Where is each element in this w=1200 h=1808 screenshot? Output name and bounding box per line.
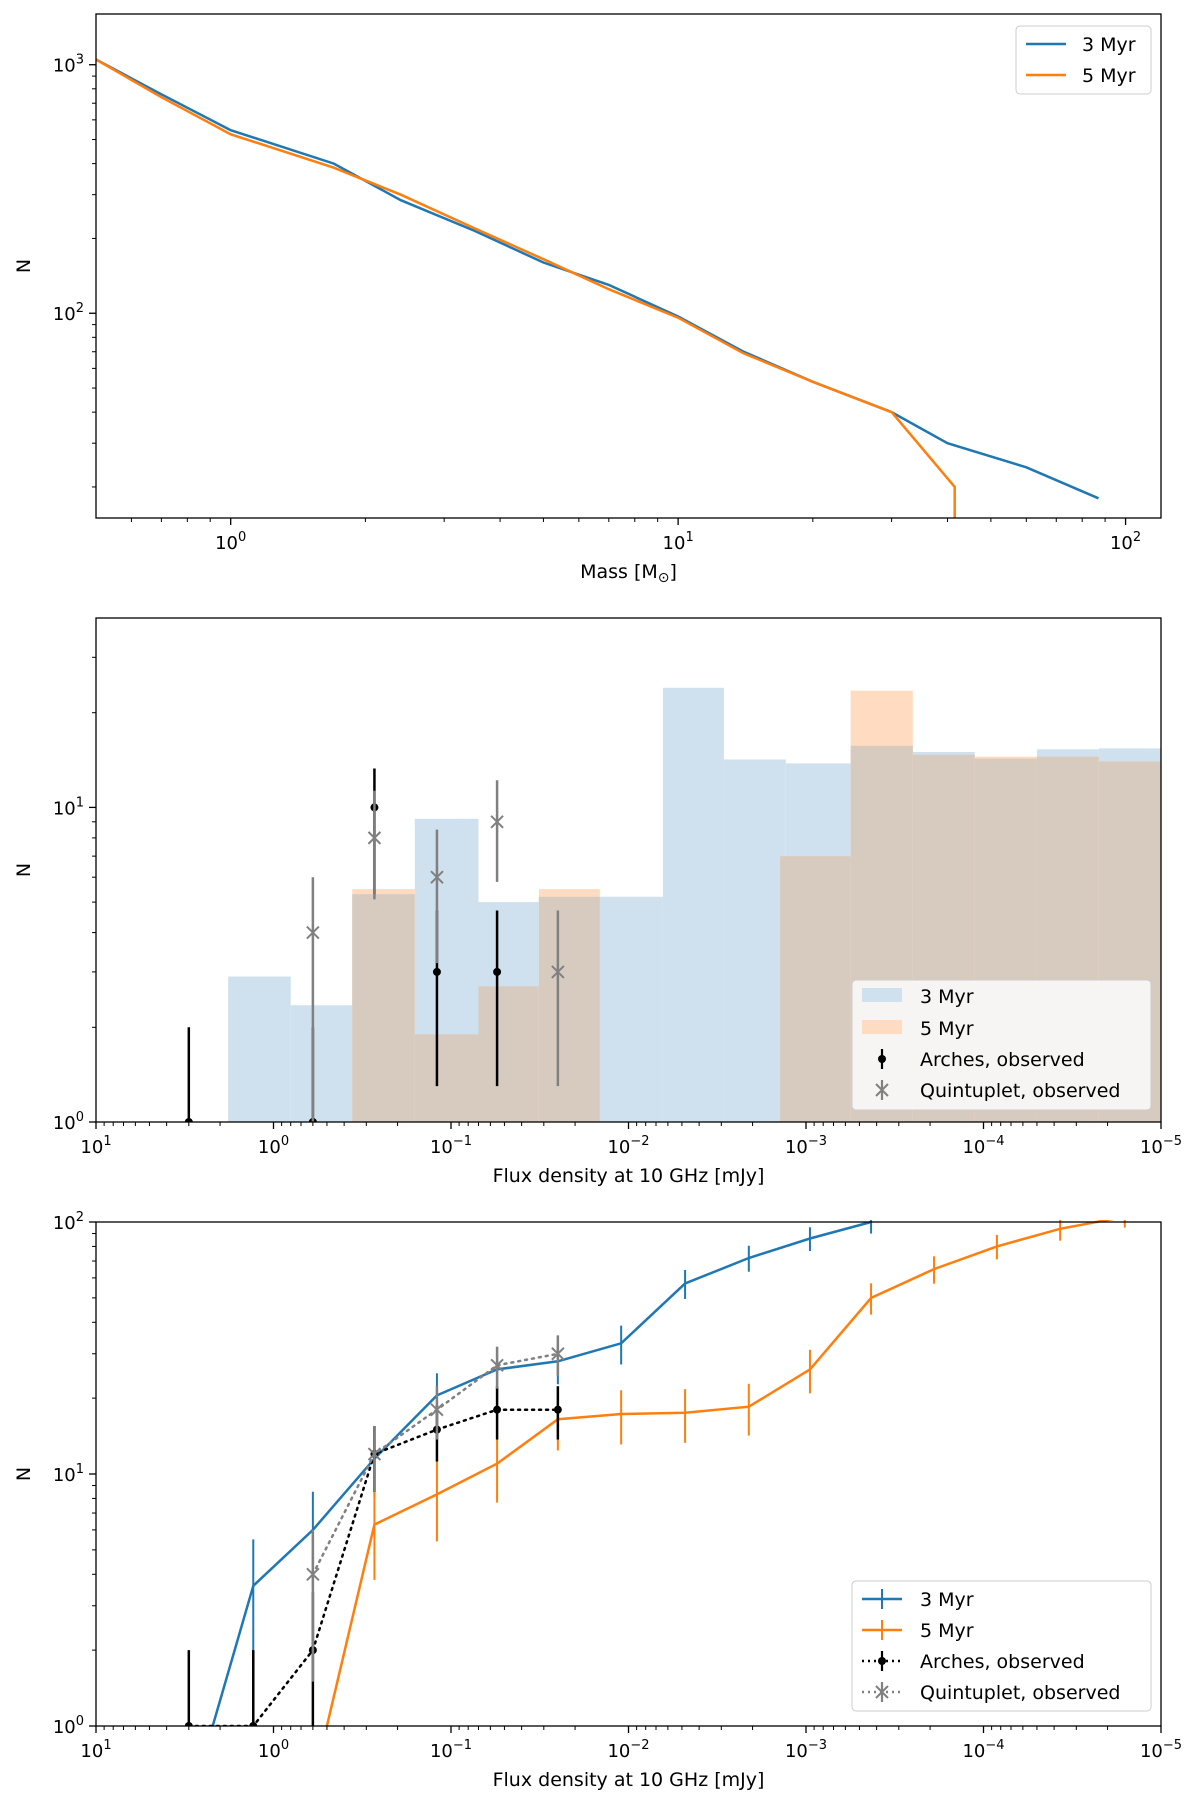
marker-arches — [493, 967, 502, 976]
legend-label-3myr: 3 Myr — [920, 986, 974, 1008]
legend-box — [851, 1580, 1152, 1712]
x-tick-label: 102 — [1110, 530, 1141, 554]
legend-marker-quintuplet — [875, 1083, 889, 1097]
x-tick-label: 100 — [215, 530, 246, 554]
hist-bar-3myr — [228, 976, 291, 1122]
y-tick-label: 102 — [53, 1210, 84, 1234]
series-line-3-myr — [96, 58, 1099, 500]
legend: 3 Myr 5 Myr Arches, observed Quintuplet,… — [851, 979, 1152, 1111]
x-tick-label: 10−4 — [962, 1738, 1004, 1762]
hist-bar-3myr — [599, 896, 663, 1122]
x-tick-label: 100 — [258, 1738, 289, 1762]
hist-bar-3myr — [723, 759, 786, 1122]
marker-quintuplet — [551, 965, 565, 979]
y-tick-label: 102 — [53, 301, 84, 325]
axes-frame — [95, 1221, 1162, 1727]
x-axis-label: Flux density at 10 GHz [mJy] — [493, 1165, 765, 1187]
x-axis-label: Mass [M⊙] — [580, 561, 677, 586]
marker-arches — [553, 1405, 562, 1414]
x-tick-label: 101 — [80, 1134, 111, 1158]
legend-label-quintuplet: Quintuplet, observed — [920, 1682, 1120, 1704]
x-tick-label: 10−3 — [785, 1738, 827, 1762]
legend-label-arches: Arches, observed — [920, 1651, 1085, 1673]
legend-label-5myr: 5 Myr — [1082, 65, 1136, 87]
series-line-5-myr — [325, 1220, 1114, 1726]
axes-frame — [95, 617, 1162, 1123]
series-line-3-myr — [211, 1220, 872, 1726]
x-tick-label: 10−5 — [1140, 1134, 1182, 1158]
y-tick-label: 103 — [53, 53, 84, 77]
legend-swatch-3myr — [862, 988, 902, 1002]
marker-quintuplet — [551, 1347, 565, 1361]
marker-quintuplet — [367, 1447, 382, 1461]
hist-bar-overlap — [538, 896, 600, 1122]
hist-bar-overlap — [352, 894, 415, 1122]
marker-quintuplet — [490, 815, 504, 829]
x-tick-label: 101 — [663, 530, 694, 554]
marker-quintuplet — [430, 870, 444, 884]
marker-quintuplet — [306, 1567, 320, 1581]
x-tick-label: 10−3 — [785, 1134, 827, 1158]
marker-arches — [432, 967, 441, 976]
y-tick-label: 101 — [53, 1462, 84, 1486]
hist-bar-overlap — [414, 1034, 479, 1122]
legend-label-3myr: 3 Myr — [1082, 34, 1136, 56]
legend-label-5myr: 5 Myr — [920, 1620, 974, 1642]
y-tick-label: 100 — [53, 1714, 84, 1738]
x-tick-label: 10−2 — [607, 1134, 649, 1158]
legend-marker-arches — [878, 1055, 886, 1063]
x-tick-label: 10−1 — [430, 1134, 472, 1158]
series-line-5-myr — [96, 58, 956, 518]
hist-bar-overlap — [780, 856, 851, 1122]
x-tick-label: 10−4 — [962, 1134, 1004, 1158]
marker-arches — [493, 1405, 502, 1414]
legend-label-arches: Arches, observed — [920, 1049, 1085, 1071]
x-tick-label: 10−2 — [607, 1738, 649, 1762]
legend: 3 Myr 5 Myr — [1015, 25, 1152, 95]
marker-arches — [184, 1118, 193, 1122]
legend-box — [851, 979, 1152, 1111]
y-tick-label: 100 — [53, 1110, 84, 1134]
hist-bar-overlap — [478, 986, 539, 1122]
x-axis-label: Flux density at 10 GHz [mJy] — [493, 1769, 765, 1791]
x-tick-label: 10−1 — [430, 1738, 472, 1762]
legend: 3 Myr 5 Myr Arches, observed Quintuplet,… — [851, 1580, 1152, 1712]
hist-bar-3myr — [662, 687, 724, 1122]
x-tick-label: 100 — [258, 1134, 289, 1158]
y-axis-label: N — [13, 863, 35, 877]
axes-frame — [95, 13, 1162, 519]
hist-bar-3myr — [290, 1005, 353, 1122]
legend-label-3myr: 3 Myr — [920, 1589, 974, 1611]
mass-function-panel: 100 101 102 102 103 Mass [M⊙] N 3 Myr 5 Myr — [13, 13, 1162, 586]
x-tick-label: 101 — [80, 1738, 111, 1762]
y-axis-label: N — [13, 259, 35, 273]
legend-label-quintuplet: Quintuplet, observed — [920, 1080, 1120, 1102]
marker-arches — [249, 1722, 258, 1726]
marker-quintuplet — [430, 1402, 444, 1417]
legend-marker-arches — [878, 1657, 886, 1665]
marker-quintuplet — [306, 925, 320, 940]
legend-swatch-5myr — [862, 1020, 902, 1034]
x-tick-label: 10−5 — [1140, 1738, 1182, 1762]
marker-quintuplet — [367, 831, 382, 845]
legend-label-5myr: 5 Myr — [920, 1018, 974, 1040]
legend-marker-quintuplet — [875, 1685, 889, 1699]
y-axis-label: N — [13, 1467, 35, 1481]
marker-arches — [184, 1722, 193, 1726]
marker-quintuplet — [490, 1358, 504, 1373]
y-tick-label: 101 — [53, 795, 84, 819]
